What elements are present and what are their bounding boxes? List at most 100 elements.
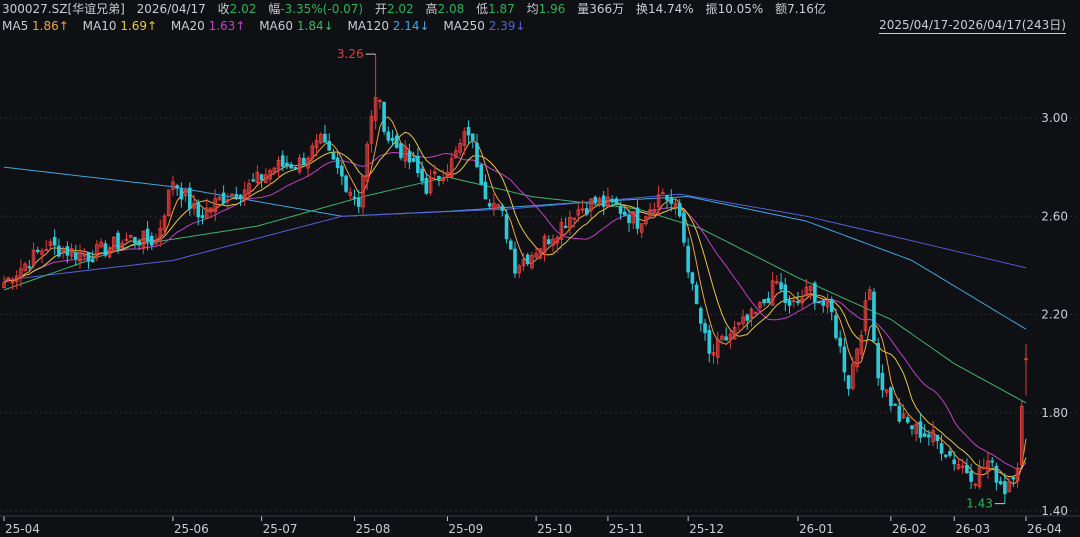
candle-body [188, 187, 192, 209]
candle-body [352, 196, 357, 199]
candle-body [525, 254, 530, 265]
candle-body [622, 211, 627, 216]
y-tick-label: 1.40 [1041, 504, 1068, 518]
candle-body [787, 300, 792, 306]
candle-body [859, 334, 864, 355]
candle-body [796, 301, 800, 304]
candle-body [614, 198, 619, 205]
candle-body [513, 248, 517, 274]
x-tick-label: 25-12 [689, 522, 724, 536]
candle-body [876, 342, 880, 379]
candle-body [255, 171, 260, 184]
open-field: 开2.02 [374, 2, 414, 16]
x-tick-label: 25-08 [356, 522, 391, 536]
candle-body [998, 481, 1003, 485]
candle-body [297, 157, 302, 173]
candle-body [783, 284, 788, 303]
candle-body [407, 150, 412, 163]
candle-body [504, 214, 509, 240]
y-tick-label: 1.80 [1041, 406, 1068, 420]
candle-body [483, 181, 488, 200]
candle-body [479, 164, 484, 185]
candle-body [648, 209, 652, 219]
candle-body [770, 280, 775, 306]
candle-body [162, 215, 167, 231]
candle-body [48, 241, 53, 247]
candle-body [1019, 405, 1024, 466]
candle-body [779, 282, 783, 290]
candle-body [373, 96, 378, 121]
candle-body [1003, 481, 1007, 495]
candle-body [872, 291, 876, 342]
candle-body [111, 236, 116, 252]
candle-body [386, 131, 391, 141]
date-range-selector[interactable]: 2025/04/17-2026/04/17(243日) [879, 18, 1066, 34]
candle-body [458, 142, 462, 153]
candle-body [128, 234, 133, 238]
min-price-label: 1.43 [966, 497, 993, 511]
candle-body [851, 363, 855, 389]
candle-body [238, 194, 243, 199]
candle-body [496, 203, 500, 208]
candle-body [251, 179, 255, 182]
candle-body [95, 244, 99, 258]
candle-body [707, 329, 712, 354]
candle-body [834, 315, 838, 339]
candle-body [217, 196, 222, 201]
candle-body [23, 263, 27, 271]
candle-body [213, 198, 217, 213]
candle-body [1015, 467, 1020, 482]
candle-body [618, 205, 623, 214]
candle-body [150, 235, 154, 246]
quote-date: 2026/04/17 [136, 2, 206, 16]
candle-body [348, 191, 353, 196]
candle-body [737, 322, 741, 326]
candle-body [441, 178, 446, 181]
x-tick-label: 26-04 [1027, 522, 1062, 536]
candle-body [639, 223, 644, 233]
candle-body [285, 162, 289, 167]
candle-body [331, 152, 336, 160]
candle-body [280, 155, 285, 167]
candle-body [813, 282, 817, 304]
candle-body [61, 249, 65, 253]
candle-body [424, 177, 429, 194]
candle-body [310, 145, 315, 159]
candle-body [399, 143, 403, 159]
candle-body [715, 338, 720, 358]
candle-body [14, 275, 19, 282]
ma60-line [3, 176, 1027, 404]
close-field: 收2.02 [217, 2, 257, 16]
candle-body [720, 335, 724, 340]
candle-body [800, 298, 804, 304]
candle-body [247, 183, 251, 195]
candle-body [268, 169, 272, 180]
ma120-legend: MA120 2.14↓ [347, 19, 430, 33]
candle-body [475, 142, 479, 168]
candle-body [365, 143, 369, 182]
ma20-legend: MA20 1.63↑ [170, 19, 246, 33]
x-tick-label: 25-07 [263, 522, 298, 536]
candle-body [487, 203, 492, 207]
amount-field: 额7.16亿 [775, 2, 826, 16]
candle-body [276, 159, 281, 171]
candle-body [943, 454, 948, 457]
candle-body [411, 158, 416, 162]
x-tick-label: 26-02 [892, 522, 927, 536]
candle-body [593, 196, 598, 203]
candle-body [914, 423, 919, 434]
candle-body [166, 189, 171, 217]
candle-body [40, 250, 44, 255]
candle-body [327, 140, 331, 151]
candle-body [927, 434, 931, 438]
candle-body [272, 167, 277, 173]
candle-body [665, 195, 669, 201]
candle-body [753, 311, 758, 314]
candle-body [390, 137, 395, 141]
candle-body [606, 196, 610, 208]
candle-body [158, 227, 163, 243]
candle-body [517, 265, 522, 274]
candle-body [732, 326, 737, 340]
candle-body [306, 157, 310, 169]
